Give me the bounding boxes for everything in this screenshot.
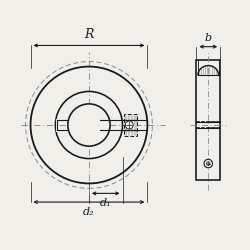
Circle shape	[30, 66, 148, 184]
Bar	[124, 114, 138, 136]
Text: b: b	[205, 33, 212, 43]
Circle shape	[125, 121, 133, 129]
Circle shape	[206, 162, 210, 165]
Circle shape	[68, 104, 110, 146]
Bar	[196, 60, 220, 180]
Text: d₁: d₁	[100, 198, 112, 208]
Text: R: R	[84, 28, 94, 41]
Circle shape	[204, 159, 212, 168]
Text: d₂: d₂	[83, 206, 95, 216]
Bar	[124, 114, 138, 136]
